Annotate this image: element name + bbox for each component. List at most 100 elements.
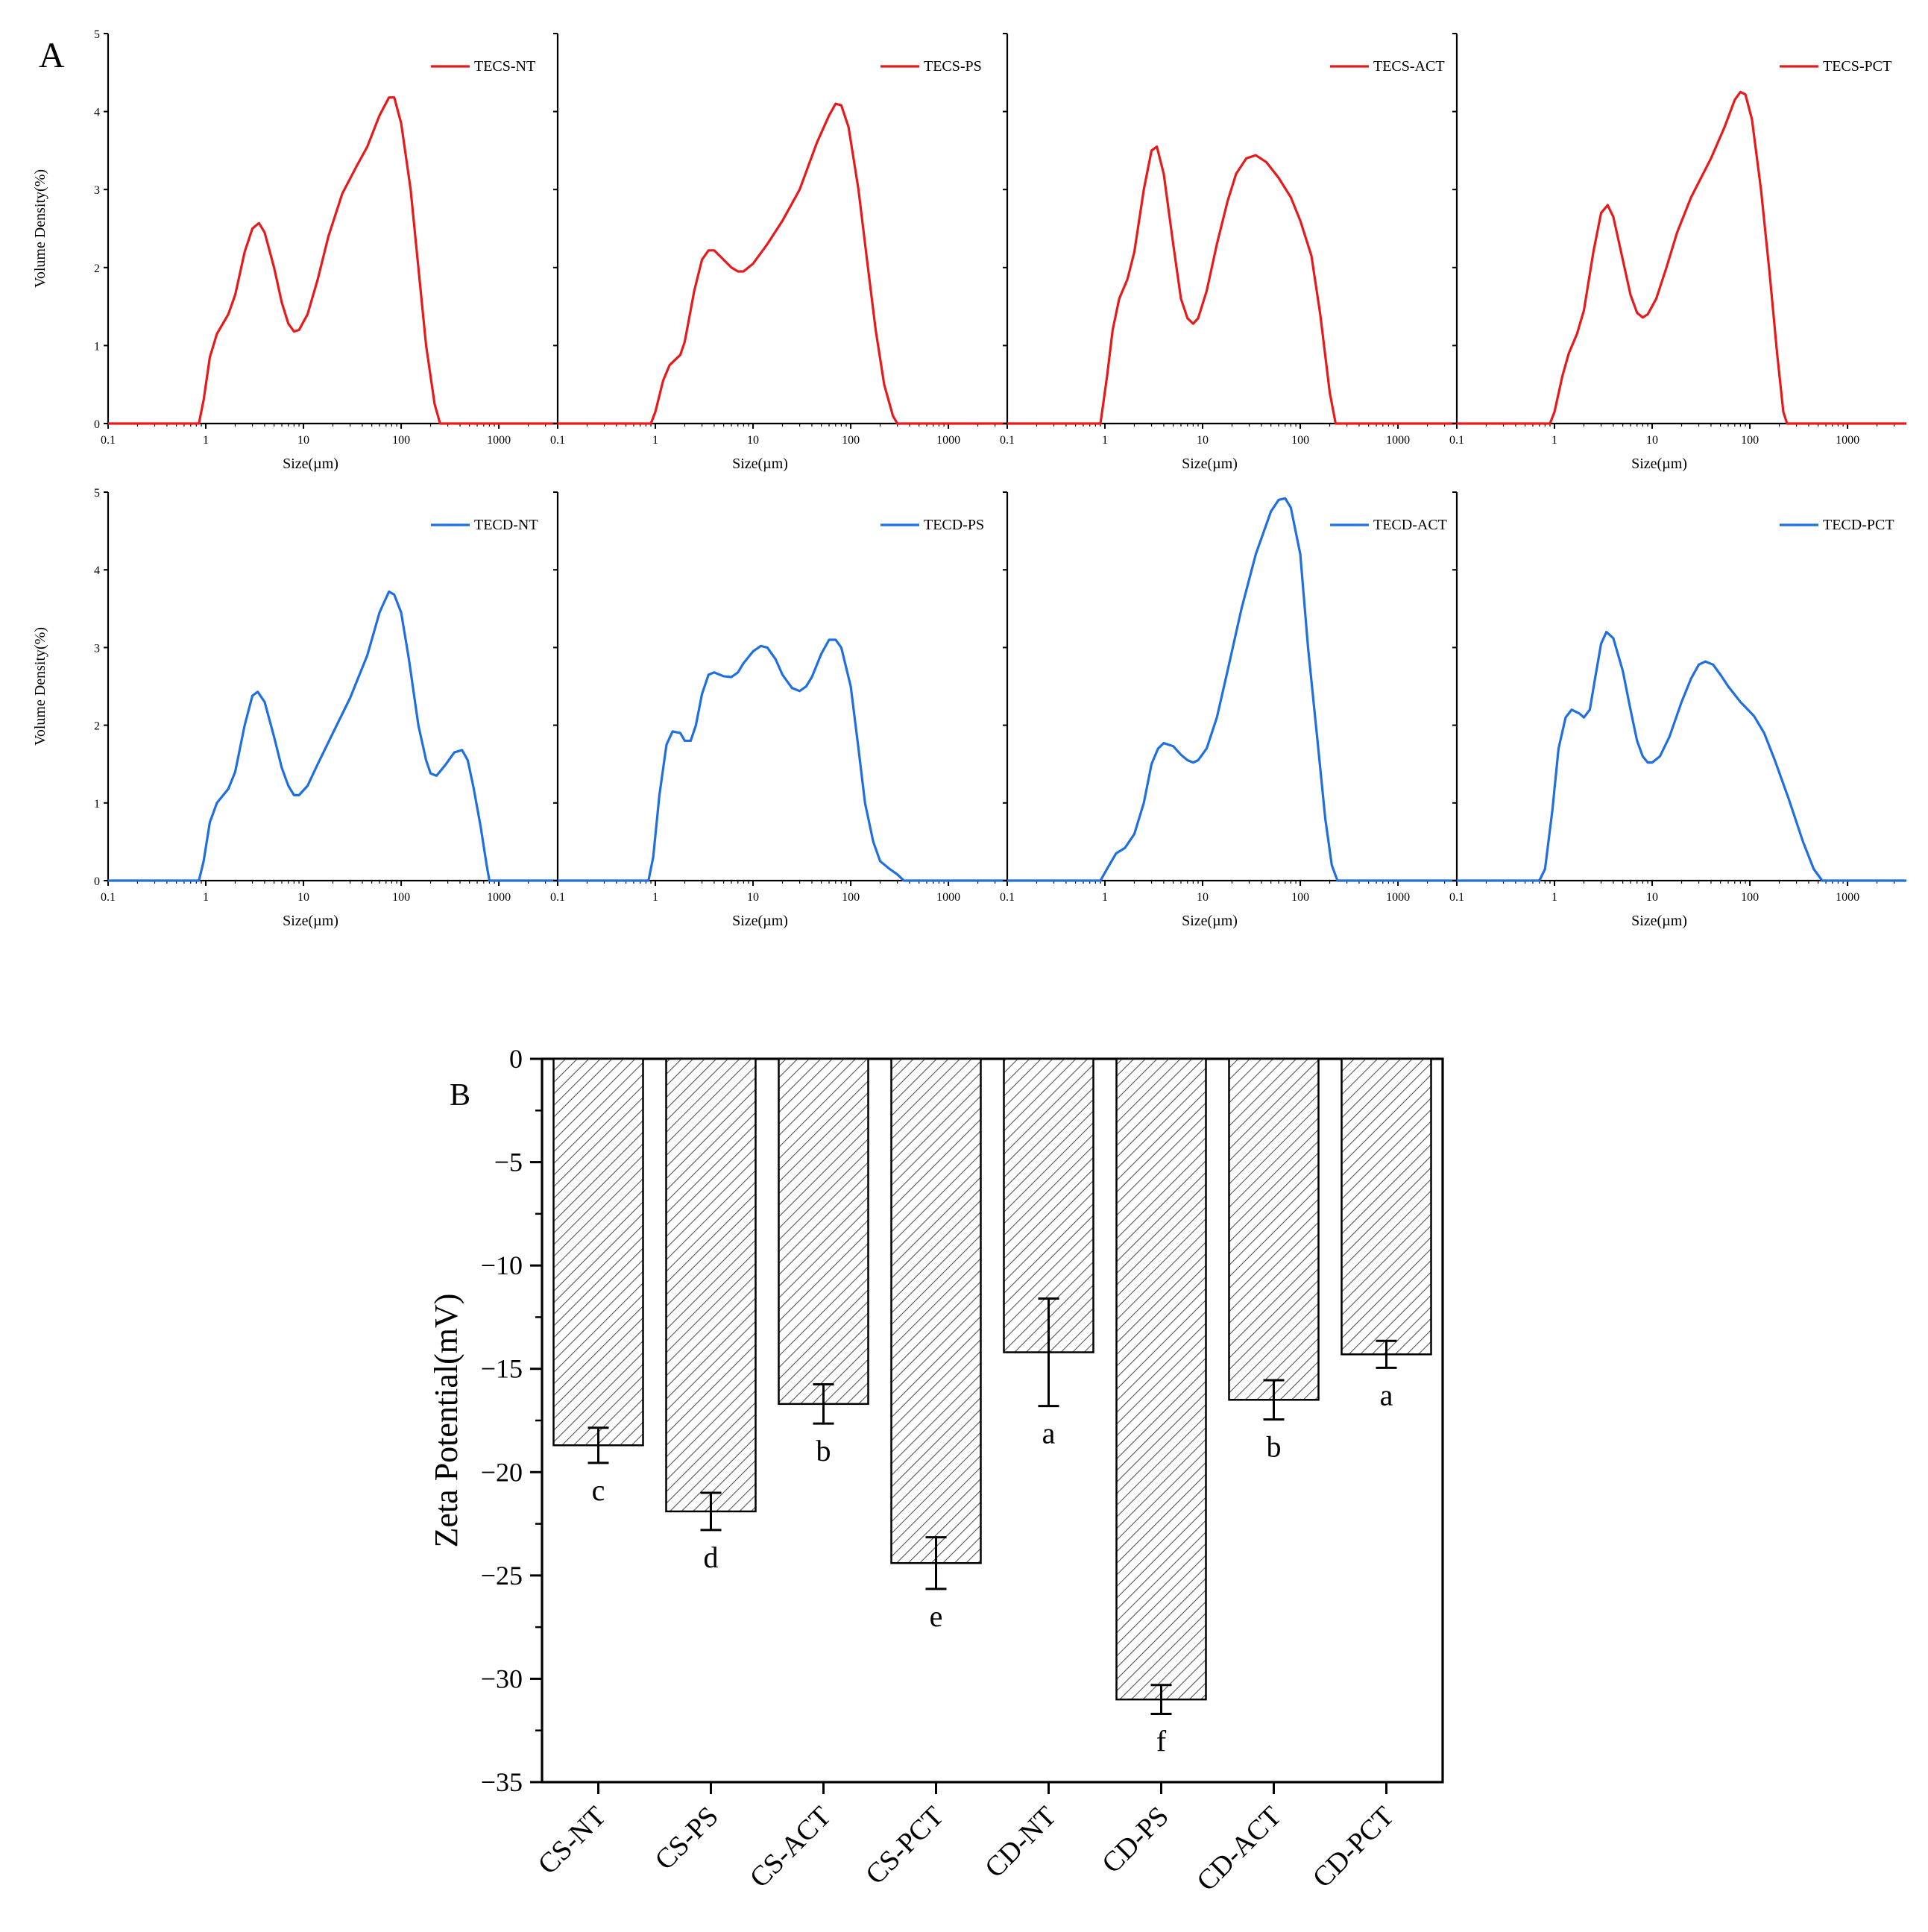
x-tick-label: CS-PCT — [860, 1801, 950, 1891]
x-tick-label: 1 — [1551, 434, 1557, 447]
x-tick-label: 1000 — [1386, 434, 1410, 447]
legend-label: TECS-PS — [924, 58, 982, 75]
x-tick-label: 0.1 — [101, 434, 116, 447]
x-tick-label: 10 — [1646, 891, 1658, 904]
x-axis-title: Size(µm) — [732, 456, 788, 472]
legend-label: TECD-ACT — [1373, 517, 1447, 533]
bar-group-cd-pct: a CD-PCT — [1307, 1057, 1432, 1894]
x-tick-label: 0.1 — [1449, 434, 1464, 447]
bar-group-cs-nt: c CS-NT — [532, 1057, 644, 1881]
x-tick-label: 10 — [1197, 434, 1209, 447]
bar-cs-nt — [552, 1057, 644, 1447]
x-tick-label: 100 — [1291, 434, 1309, 447]
x-tick-label: 1000 — [936, 891, 960, 904]
y-axis-title: Zeta Potential(mV) — [428, 1294, 464, 1548]
x-tick-label: 1 — [1102, 434, 1108, 447]
panel-a-label: A — [39, 36, 65, 75]
y-tick-label: 1 — [94, 798, 100, 811]
legend-label: TECS-NT — [474, 58, 535, 75]
x-tick-label: 100 — [1291, 891, 1309, 904]
x-tick-label: CS-NT — [532, 1801, 612, 1881]
y-axis-title: Volume Density(%) — [32, 627, 48, 746]
x-tick-label: 1 — [203, 434, 209, 447]
x-tick-label: 100 — [392, 434, 410, 447]
bar-group-cd-act: b CD-ACT — [1191, 1057, 1320, 1897]
x-tick-label: CD-PS — [1096, 1801, 1175, 1880]
x-tick-label: 0.1 — [1000, 434, 1015, 447]
subplot-tecs-pct: 0.1 1 10 100 1000 Size(µm) TECS-PCT — [1449, 33, 1906, 472]
y-tick-label: 0 — [94, 418, 100, 431]
y-tick-label: 2 — [94, 720, 100, 733]
y-tick-label: 4 — [94, 564, 100, 577]
x-tick-label: 10 — [1197, 891, 1209, 904]
legend-label: TECD-PCT — [1823, 517, 1894, 533]
x-axis-title: Size(µm) — [1182, 456, 1238, 472]
series-line-tecd-pct — [1457, 630, 1906, 882]
y-tick-label: 1 — [94, 340, 100, 353]
y-tick-label: 4 — [94, 107, 100, 119]
x-tick-label: 10 — [297, 434, 309, 447]
x-tick-label: 1000 — [1386, 891, 1410, 904]
y-tick-label: 0 — [94, 875, 100, 888]
legend-label: TECD-PS — [924, 517, 984, 533]
y-tick-label: −10 — [481, 1250, 523, 1280]
x-tick-label: 1000 — [487, 434, 511, 447]
y-tick-label: 3 — [94, 642, 100, 655]
x-tick-label: 1000 — [487, 891, 511, 904]
bar-cs-act — [778, 1057, 869, 1406]
subplot-tecs-act: 0.1 1 10 100 1000 Size(µm) TECS-ACT — [1000, 33, 1457, 472]
x-axis-title: Size(µm) — [1631, 913, 1687, 929]
legend-label: TECS-ACT — [1373, 58, 1445, 75]
x-tick-label: 100 — [842, 891, 860, 904]
x-tick-label: 100 — [392, 891, 410, 904]
y-tick-label: 5 — [94, 28, 100, 41]
y-tick-label: 5 — [94, 487, 100, 500]
x-tick-label: CD-NT — [979, 1801, 1062, 1884]
subplot-tecs-nt: 0 1 2 3 4 5 0.1 1 10 100 1000 Size(µm) TECS-NT — [94, 28, 558, 472]
subplot-tecd-act: 0.1 1 10 100 1000 Size(µm) TECD-ACT — [1000, 491, 1457, 929]
x-tick-label: 10 — [747, 891, 759, 904]
x-tick-label: 10 — [1646, 434, 1658, 447]
x-tick-label: 1 — [1102, 891, 1108, 904]
x-tick-label: 1000 — [936, 434, 960, 447]
x-axis-title: Size(µm) — [1631, 456, 1687, 472]
x-tick-label: 1 — [652, 434, 658, 447]
x-axis-title: Size(µm) — [1182, 913, 1238, 929]
bar-cd-act — [1228, 1057, 1320, 1401]
y-tick-label: 3 — [94, 184, 100, 197]
x-tick-label: 1 — [1551, 891, 1557, 904]
x-tick-label: 1 — [203, 891, 209, 904]
x-tick-label: 0.1 — [101, 891, 116, 904]
subplot-tecd-pct: 0.1 1 10 100 1000 Size(µm) TECD-PCT — [1449, 491, 1906, 929]
bar-group-cs-act: b CS-ACT — [744, 1057, 869, 1894]
x-tick-label: 100 — [1741, 891, 1759, 904]
bar-cs-pct — [890, 1057, 982, 1564]
y-tick-label: 2 — [94, 262, 100, 275]
x-tick-label: CD-PCT — [1307, 1801, 1400, 1894]
x-axis-title: Size(µm) — [283, 456, 338, 472]
x-tick-label: 10 — [297, 891, 309, 904]
series-line-tecs-ps — [558, 102, 1007, 425]
y-tick-label: −35 — [481, 1767, 523, 1797]
legend-label: TECS-PCT — [1823, 58, 1891, 75]
series-line-tecs-pct — [1457, 90, 1906, 425]
x-tick-label: 1000 — [1836, 434, 1859, 447]
bar-group-cd-ps: f CD-PS — [1096, 1057, 1207, 1880]
significance-letter: f — [1156, 1725, 1167, 1758]
significance-letter: e — [930, 1599, 943, 1633]
x-tick-label: 0.1 — [550, 434, 565, 447]
y-tick-label: −15 — [481, 1354, 523, 1384]
x-tick-label: 0.1 — [1449, 891, 1464, 904]
x-tick-label: 1 — [652, 891, 658, 904]
y-tick-label: −25 — [481, 1561, 523, 1590]
bar-group-cd-nt: a CD-NT — [979, 1057, 1094, 1884]
x-tick-label: 0.1 — [1000, 891, 1015, 904]
significance-letter: a — [1380, 1378, 1393, 1412]
subplot-tecd-nt: 0 1 2 3 4 5 0.1 1 10 100 1000 Size(µm) TECD-NT — [94, 487, 558, 929]
y-tick-label: 0 — [509, 1044, 523, 1074]
y-tick-label: −30 — [481, 1664, 523, 1693]
